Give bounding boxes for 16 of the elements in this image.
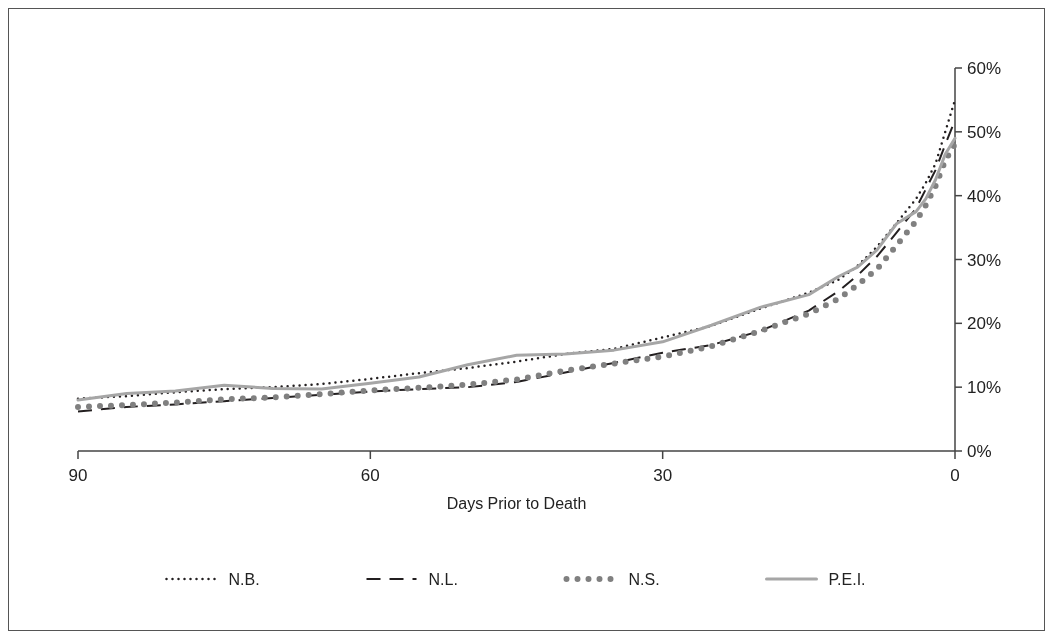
x-tick-label: 0 bbox=[950, 466, 960, 485]
legend-label: N.S. bbox=[628, 571, 660, 588]
y-tick-label: 10% bbox=[967, 378, 1002, 398]
x-tick-label: 60 bbox=[360, 466, 380, 485]
y-tick-label: 30% bbox=[967, 250, 1002, 270]
legend-label: N.L. bbox=[428, 571, 458, 588]
legend-label: N.B. bbox=[228, 571, 260, 588]
legend-label: P.E.I. bbox=[828, 571, 866, 588]
y-tick-label: 50% bbox=[967, 122, 1002, 142]
y-tick-label: 60% bbox=[967, 59, 1002, 78]
y-tick-label: 40% bbox=[967, 186, 1002, 206]
y-tick-label: 0% bbox=[967, 442, 992, 461]
x-tick-label: 90 bbox=[68, 466, 88, 485]
x-tick-label: 30 bbox=[653, 466, 673, 485]
x-axis-title: Days Prior to Death bbox=[446, 495, 587, 512]
y-tick-label: 20% bbox=[967, 314, 1002, 334]
